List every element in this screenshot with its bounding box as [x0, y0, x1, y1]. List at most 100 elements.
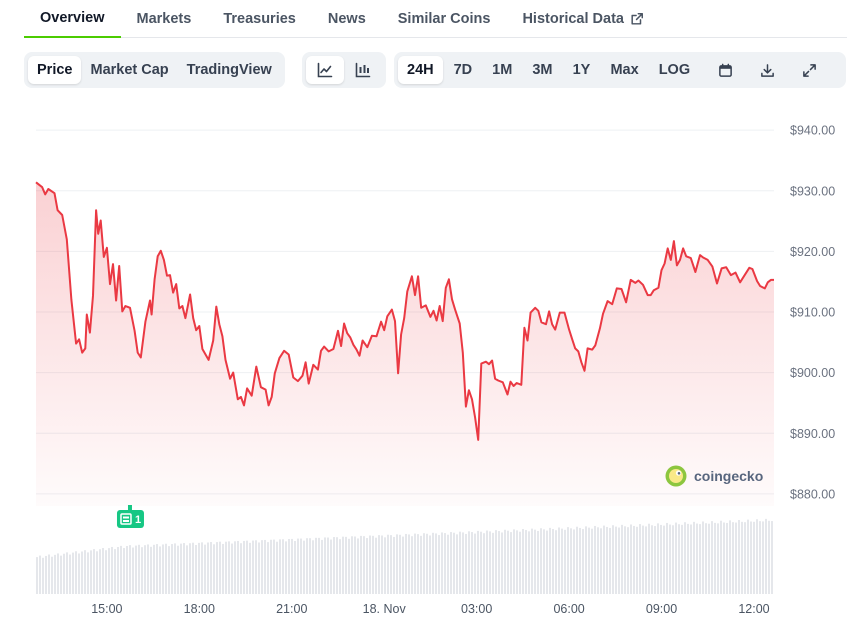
tab-treasuries[interactable]: Treasuries — [207, 0, 312, 38]
volume-bar — [294, 541, 296, 594]
volume-bar — [609, 527, 611, 594]
volume-bar — [738, 519, 740, 594]
volume-bar — [219, 541, 221, 594]
volume-bar — [624, 526, 626, 594]
volume-bar — [651, 525, 653, 594]
volume-bar — [306, 538, 308, 594]
volume-bar — [708, 523, 710, 594]
volume-bar — [465, 533, 467, 594]
tab-label: Historical Data — [522, 11, 624, 27]
volume-bar — [576, 526, 578, 594]
mode-price-button[interactable]: Price — [28, 56, 82, 84]
tab-label: Markets — [136, 11, 192, 27]
volume-bar — [654, 526, 656, 594]
volume-bar — [525, 530, 527, 594]
volume-bar — [138, 544, 140, 594]
volume-bar — [171, 544, 173, 594]
volume-bar — [633, 525, 635, 594]
volume-bar — [396, 534, 398, 594]
volume-bar — [699, 524, 701, 594]
news-badge[interactable]: 1 — [116, 505, 144, 528]
volume-bar — [303, 540, 305, 594]
y-tick-label: $910.00 — [790, 306, 835, 320]
volume-bar — [435, 533, 437, 594]
volume-bar — [432, 532, 434, 594]
range-24h-button[interactable]: 24H — [398, 56, 443, 84]
volume-bar — [648, 523, 650, 594]
volume-bar — [483, 533, 485, 594]
volume-bar — [279, 539, 281, 594]
volume-bar — [660, 524, 662, 594]
range-1m-button[interactable]: 1M — [492, 62, 513, 78]
tab-similar-coins[interactable]: Similar Coins — [382, 0, 507, 38]
volume-bar — [627, 527, 629, 594]
tab-historical-data[interactable]: Historical Data — [506, 0, 660, 38]
volume-bar — [234, 541, 236, 594]
volume-bar — [669, 524, 671, 594]
range-max-button[interactable]: Max — [610, 62, 639, 78]
volume-bar — [117, 546, 119, 594]
volume-bar — [96, 551, 98, 594]
volume-bar — [486, 530, 488, 594]
price-line — [35, 181, 774, 441]
volume-bar — [114, 549, 116, 594]
candlestick-button[interactable] — [344, 56, 382, 84]
mode-market-cap-button[interactable]: Market Cap — [90, 62, 169, 78]
volume-bar — [642, 525, 644, 594]
volume-bar — [78, 553, 80, 594]
volume-bar — [63, 553, 65, 594]
volume-bar — [174, 543, 176, 594]
volume-bar — [441, 532, 443, 594]
badge-pin — [127, 505, 132, 510]
volume-bar — [375, 537, 377, 594]
volume-bar — [39, 555, 41, 594]
volume-bar — [723, 522, 725, 594]
volume-bar — [357, 538, 359, 594]
volume-bar — [561, 528, 563, 594]
range-7d-button[interactable]: 7D — [453, 62, 473, 78]
volume-bar — [159, 546, 161, 594]
volume-bar — [594, 525, 596, 594]
volume-bar — [60, 555, 62, 594]
volume-bar — [192, 542, 194, 594]
volume-bar — [327, 537, 329, 594]
volume-bar — [639, 524, 641, 594]
expand-button[interactable] — [791, 56, 827, 84]
volume-bar — [384, 537, 386, 594]
volume-bar — [621, 524, 623, 594]
calendar-button[interactable] — [707, 56, 743, 84]
volume-bar — [51, 556, 53, 594]
price-chart[interactable]: $880.00 $890.00 $900.00 $910.00 $920.00 $930.… — [0, 100, 847, 624]
volume-bar — [393, 536, 395, 594]
volume-bar — [516, 530, 518, 594]
volume-bar — [507, 530, 509, 594]
line-chart-button[interactable] — [306, 56, 344, 84]
volume-bar — [498, 531, 500, 594]
volume-bar — [309, 538, 311, 594]
volume-bar — [684, 522, 686, 594]
watermark-text: coingecko — [694, 468, 763, 484]
tab-label: Overview — [40, 10, 105, 26]
volume-bar — [102, 548, 104, 594]
range-1y-button[interactable]: 1Y — [572, 62, 591, 78]
volume-bar — [711, 521, 713, 594]
mode-tradingview-button[interactable]: TradingView — [186, 62, 272, 78]
volume-bar — [204, 544, 206, 594]
volume-bar — [36, 557, 38, 594]
range-3m-button[interactable]: 3M — [532, 62, 553, 78]
tab-markets[interactable]: Markets — [121, 0, 208, 38]
price-area — [36, 182, 774, 507]
tab-overview[interactable]: Overview — [24, 0, 121, 38]
range-log-button[interactable]: LOG — [658, 62, 691, 78]
watermark: coingecko — [665, 465, 763, 487]
volume-bar — [522, 529, 524, 594]
tab-label: News — [327, 11, 366, 27]
tab-news[interactable]: News — [312, 0, 382, 38]
volume-bar — [756, 519, 758, 594]
volume-bar — [291, 538, 293, 594]
volume-bar — [675, 522, 677, 594]
volume-bar — [87, 552, 89, 594]
download-button[interactable] — [749, 56, 785, 84]
volume-bar — [462, 532, 464, 594]
volume-bar — [537, 530, 539, 594]
